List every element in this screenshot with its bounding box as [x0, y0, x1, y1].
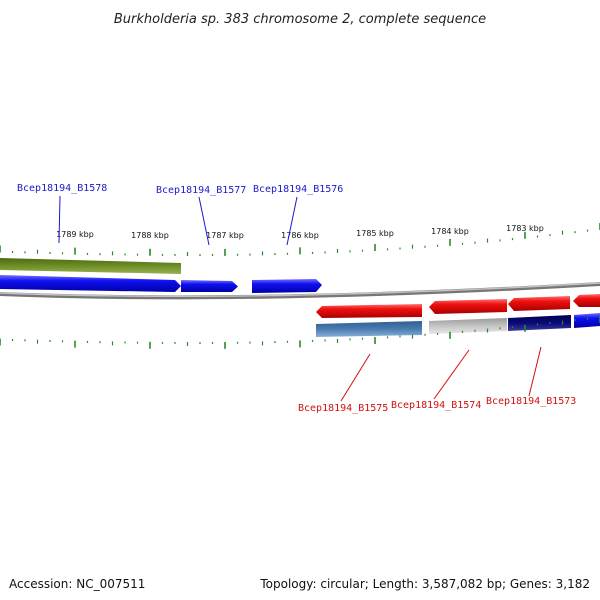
steelblue-feature-track[interactable]: [316, 321, 422, 337]
leader-line-b1576: [286, 196, 298, 246]
gene-arrow-partial-right[interactable]: [573, 294, 600, 307]
gene-label-b1578[interactable]: Bcep18194_B1578: [17, 183, 107, 194]
scale-label-1784: 1784 kbp: [431, 227, 469, 236]
gene-label-b1577[interactable]: Bcep18194_B1577: [156, 185, 246, 196]
gray-feature-track[interactable]: [429, 318, 507, 334]
scale-label-1789: 1789 kbp: [56, 230, 94, 239]
scale-label-1783: 1783 kbp: [506, 224, 544, 233]
gene-label-b1575[interactable]: Bcep18194_B1575: [298, 403, 388, 414]
gene-arrow-b1574[interactable]: [429, 299, 507, 314]
scale-labels: 1789 kbp 1788 kbp 1787 kbp 1786 kbp 1785…: [56, 224, 544, 240]
leader-line-b1577: [198, 196, 210, 246]
leader-line-b1575: [340, 353, 371, 402]
blue-feature-track-right[interactable]: [574, 313, 600, 328]
gene-arrow-b1573[interactable]: [508, 296, 570, 311]
leader-line-b1573: [528, 346, 542, 397]
olive-feature-track[interactable]: [0, 258, 181, 274]
chromosome-backbone-highlight: [0, 282, 600, 298]
leader-line-b1574: [433, 349, 470, 400]
chromosome-backbone: [0, 282, 600, 300]
scale-label-1787: 1787 kbp: [206, 231, 244, 240]
gene-label-b1576[interactable]: Bcep18194_B1576: [253, 184, 343, 195]
gene-arrow-b1577[interactable]: [181, 280, 238, 292]
gene-arrow-b1578[interactable]: [0, 275, 181, 292]
topology-info: Topology: circular; Length: 3,587,082 bp…: [260, 577, 590, 591]
map-title: Burkholderia sp. 383 chromosome 2, compl…: [114, 12, 486, 27]
navy-feature-track[interactable]: [508, 315, 571, 331]
accession-info: Accession: NC_007511: [9, 577, 146, 591]
scale-label-1785: 1785 kbp: [356, 229, 394, 238]
lower-scale-ticks: [0, 316, 600, 349]
leader-line-b1578: [58, 195, 61, 244]
gene-label-b1573[interactable]: Bcep18194_B1573: [486, 396, 576, 407]
upper-scale-ticks: [0, 223, 600, 256]
scale-label-1788: 1788 kbp: [131, 231, 169, 240]
gene-arrow-b1576[interactable]: [252, 279, 322, 293]
scale-label-1786: 1786 kbp: [281, 231, 319, 240]
gene-arrow-b1575[interactable]: [316, 304, 422, 318]
gene-label-b1574[interactable]: Bcep18194_B1574: [391, 400, 481, 411]
